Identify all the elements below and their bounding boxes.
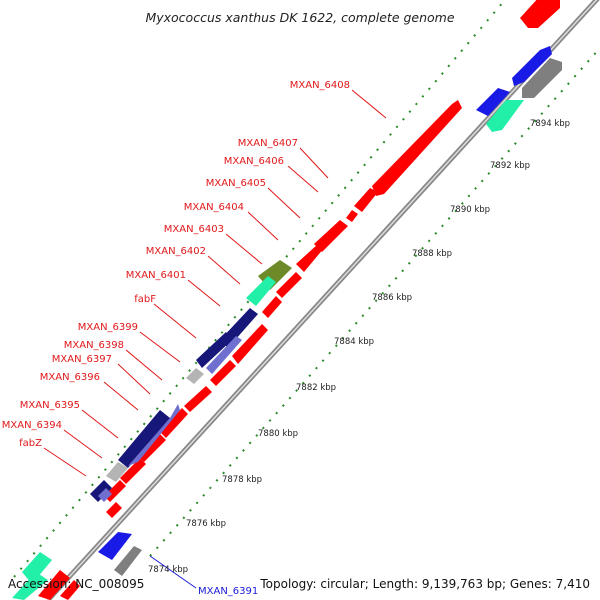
- leader-line: [43, 447, 87, 477]
- scale-tick-label: 7884 kbp: [334, 337, 374, 347]
- backbone: [46, 0, 600, 600]
- gene-arrow[interactable]: [106, 502, 122, 518]
- leader-line: [207, 255, 241, 285]
- gene-arrow[interactable]: [512, 46, 552, 86]
- gene-labels: MXAN_6408 MXAN_6407 MXAN_6406 MXAN_6405 …: [2, 80, 350, 597]
- accession-label: Accession: NC_008095: [8, 577, 145, 591]
- gene-arrow[interactable]: [296, 244, 324, 272]
- leader-line: [299, 147, 329, 179]
- gene-arrow[interactable]: [160, 408, 188, 438]
- scale-labels: 7874 kbp 7876 kbp 7878 kbp 7880 kbp 7882…: [148, 119, 570, 575]
- leader-line: [187, 279, 221, 307]
- backbone-outer-line: [47, 0, 598, 600]
- gene-arrow[interactable]: [114, 546, 142, 576]
- scale-tick-label: 7890 kbp: [450, 205, 490, 215]
- gene-label[interactable]: MXAN_6398: [64, 340, 124, 351]
- leader-line: [153, 303, 197, 339]
- gene-arrow[interactable]: [372, 100, 462, 196]
- gene-arrow[interactable]: [276, 272, 302, 298]
- gene-label[interactable]: MXAN_6396: [40, 372, 100, 383]
- gene-arrow[interactable]: [476, 88, 510, 116]
- scale-tick-label: 7882 kbp: [296, 383, 336, 393]
- gene-arrow[interactable]: [314, 220, 348, 252]
- gene-arrow[interactable]: [232, 324, 268, 364]
- gene-arrow[interactable]: [106, 462, 128, 482]
- gene-arrow[interactable]: [120, 458, 146, 484]
- leader-line: [81, 409, 119, 439]
- gene-label[interactable]: MXAN_6394: [2, 420, 62, 431]
- topology-label: Topology: circular; Length: 9,139,763 bp…: [260, 577, 590, 591]
- gene-label[interactable]: MXAN_6402: [146, 246, 206, 257]
- scale-tick-label: 7892 kbp: [490, 161, 530, 171]
- gene-arrow[interactable]: [90, 480, 112, 502]
- gene-arrow[interactable]: [22, 552, 52, 584]
- gene-arrow[interactable]: [346, 210, 358, 222]
- gene-arrow[interactable]: [196, 332, 232, 368]
- gene-label[interactable]: MXAN_6401: [126, 270, 186, 281]
- gene-label[interactable]: MXAN_6405: [206, 178, 266, 189]
- gene-arrow[interactable]: [128, 404, 180, 466]
- gene-arrow[interactable]: [186, 368, 204, 384]
- gene-features: [12, 0, 562, 600]
- gene-label[interactable]: MXAN_6407: [238, 138, 298, 149]
- gene-label[interactable]: MXAN_6397: [52, 354, 112, 365]
- gene-arrow[interactable]: [210, 360, 236, 386]
- gene-label[interactable]: MXAN_6408: [290, 80, 350, 91]
- leader-line: [287, 165, 319, 193]
- gene-arrow[interactable]: [12, 572, 48, 600]
- gene-arrow[interactable]: [38, 570, 70, 600]
- gene-label[interactable]: MXAN_6403: [164, 224, 224, 235]
- scale-tick-label: 7886 kbp: [372, 293, 412, 303]
- leader-line: [63, 429, 103, 459]
- leader-line: [225, 233, 263, 265]
- gene-label[interactable]: MXAN_6399: [78, 322, 138, 333]
- gene-label[interactable]: MXAN_6395: [20, 400, 80, 411]
- gene-label[interactable]: MXAN_6406: [224, 156, 284, 167]
- leader-line: [267, 187, 301, 219]
- leader-line: [117, 363, 151, 395]
- leader-line: [149, 555, 197, 589]
- gene-arrow[interactable]: [522, 58, 562, 98]
- leader-line: [103, 381, 139, 411]
- scale-tick-label: 7874 kbp: [148, 565, 188, 575]
- leader-line: [351, 89, 387, 119]
- scale-tick-label: 7894 kbp: [530, 119, 570, 129]
- gene-arrow[interactable]: [138, 434, 166, 462]
- gene-arrow[interactable]: [206, 336, 242, 374]
- gene-arrow[interactable]: [98, 532, 132, 560]
- scale-tick-label: 7876 kbp: [186, 519, 226, 529]
- leader-line: [125, 349, 163, 381]
- genome-title: Myxococcus xanthus DK 1622, complete gen…: [145, 10, 455, 25]
- gene-arrow[interactable]: [98, 488, 112, 502]
- gene-label[interactable]: fabF: [134, 294, 156, 305]
- gene-arrow[interactable]: [60, 580, 80, 600]
- scale-tick-label: 7888 kbp: [412, 249, 452, 259]
- leader-line: [139, 331, 181, 363]
- leader-line: [247, 211, 279, 241]
- gene-arrow[interactable]: [118, 410, 170, 468]
- scale-tick-label: 7880 kbp: [258, 429, 298, 439]
- gene-arrow[interactable]: [486, 100, 524, 132]
- gene-label[interactable]: MXAN_6391: [198, 586, 258, 597]
- gene-arrow[interactable]: [184, 386, 212, 412]
- scale-tick-label: 7878 kbp: [222, 475, 262, 485]
- gene-arrow[interactable]: [354, 188, 378, 212]
- gene-arrow[interactable]: [246, 276, 276, 306]
- gene-arrow[interactable]: [262, 296, 282, 318]
- label-leaders: [43, 89, 387, 589]
- gene-label[interactable]: fabZ: [19, 438, 42, 449]
- gene-arrow[interactable]: [520, 0, 560, 28]
- gene-label[interactable]: MXAN_6404: [184, 202, 244, 213]
